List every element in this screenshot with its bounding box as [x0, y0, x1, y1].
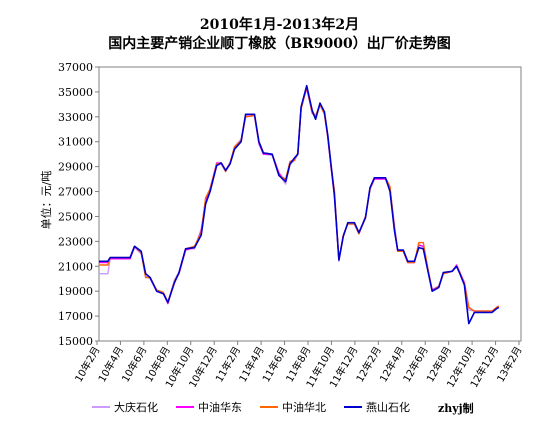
legend-label-yanshan: 燕山石化 — [366, 401, 410, 414]
y-tick-label: 33000 — [58, 111, 93, 124]
legend-label-daqing: 大庆石化 — [114, 401, 158, 414]
y-tick-label: 19000 — [58, 285, 93, 298]
legend-label-huabei: 中油华北 — [282, 401, 326, 414]
chart-credit: zhyj制 — [438, 402, 474, 415]
y-tick-label: 25000 — [58, 210, 93, 223]
chart-subtitle: 国内主要产销企业顺丁橡胶（BR9000）出厂价走势图 — [108, 36, 451, 52]
legend-swatch-daqing — [92, 406, 110, 408]
legend-swatch-yanshan — [344, 406, 362, 408]
plot-area — [98, 66, 522, 342]
y-tick-label: 15000 — [58, 335, 93, 348]
y-tick-label: 21000 — [58, 260, 93, 273]
y-tick-label: 29000 — [58, 161, 93, 174]
legend-item-daqing: 大庆石化 — [92, 400, 158, 414]
y-tick-label: 17000 — [58, 310, 93, 323]
series-line-0 — [99, 87, 500, 312]
legend-item-huadong: 中油华东 — [176, 400, 242, 414]
y-tick-label: 23000 — [58, 235, 93, 248]
series-line-3 — [99, 84, 500, 325]
series-line-2 — [99, 86, 500, 312]
legend-label-huadong: 中油华东 — [198, 401, 242, 414]
series-line-1 — [99, 87, 500, 312]
y-tick-label: 37000 — [58, 61, 93, 74]
chart-title: 2010年1月-2013年2月 — [199, 17, 360, 33]
legend-item-yanshan: 燕山石化 — [344, 400, 410, 414]
legend-item-huabei: 中油华北 — [260, 400, 326, 414]
y-tick-label: 31000 — [58, 136, 93, 149]
y-tick-label: 35000 — [58, 86, 93, 99]
y-tick-label: 27000 — [58, 186, 93, 199]
legend-swatch-huabei — [260, 406, 278, 408]
legend-swatch-huadong — [176, 406, 194, 408]
